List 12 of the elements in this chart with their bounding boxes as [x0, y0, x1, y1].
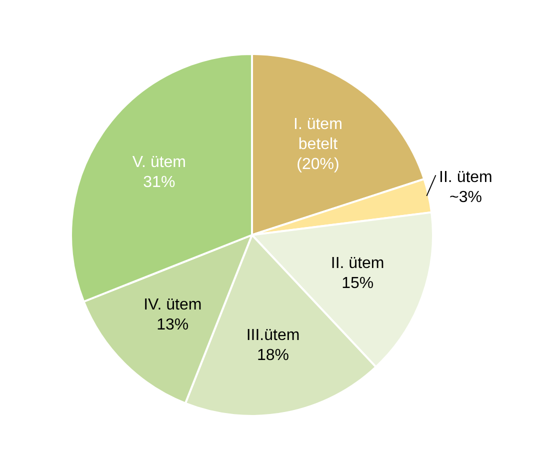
slice-label: II. ütem: [330, 254, 384, 272]
slice-label: II. ütem: [439, 168, 492, 186]
slice-label: III.ütem: [246, 326, 300, 344]
slice-label: V. ütem: [132, 153, 186, 170]
data-label: 15%: [342, 274, 374, 292]
data-label: 31%: [143, 173, 176, 190]
slice-label: I. ütem betelt: [294, 116, 342, 153]
slice-label: IV. ütem: [144, 296, 202, 313]
data-label: 13%: [156, 316, 189, 333]
data-label: ~3%: [449, 188, 482, 206]
data-label: 18%: [257, 346, 290, 364]
data-label: (20%): [296, 156, 340, 173]
